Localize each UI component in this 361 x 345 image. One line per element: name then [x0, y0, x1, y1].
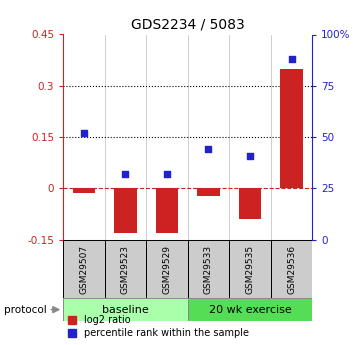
Title: GDS2234 / 5083: GDS2234 / 5083 — [131, 18, 245, 32]
Text: GSM29535: GSM29535 — [245, 245, 255, 294]
Point — [247, 153, 253, 158]
Bar — [63, 240, 105, 298]
Text: GSM29536: GSM29536 — [287, 245, 296, 294]
Bar — [197, 188, 220, 196]
Text: baseline: baseline — [102, 305, 149, 315]
Bar — [271, 240, 312, 298]
Bar — [188, 240, 229, 298]
Bar — [146, 240, 188, 298]
Bar — [73, 188, 95, 193]
Bar — [156, 188, 178, 233]
Bar — [63, 298, 188, 321]
Point — [205, 147, 211, 152]
Bar — [229, 240, 271, 298]
Point — [122, 171, 129, 177]
Bar — [239, 188, 261, 219]
Text: GSM29533: GSM29533 — [204, 245, 213, 294]
Bar — [280, 69, 303, 188]
Point — [81, 130, 87, 136]
Text: GSM29529: GSM29529 — [162, 245, 171, 294]
Point — [164, 171, 170, 177]
Legend: log2 ratio, percentile rank within the sample: log2 ratio, percentile rank within the s… — [68, 315, 249, 338]
Text: GSM29507: GSM29507 — [79, 245, 88, 294]
Point — [288, 56, 294, 62]
Text: GSM29523: GSM29523 — [121, 245, 130, 294]
Text: protocol: protocol — [4, 305, 46, 315]
Bar — [114, 188, 137, 233]
Bar — [105, 240, 146, 298]
Bar — [188, 298, 312, 321]
Text: 20 wk exercise: 20 wk exercise — [209, 305, 291, 315]
